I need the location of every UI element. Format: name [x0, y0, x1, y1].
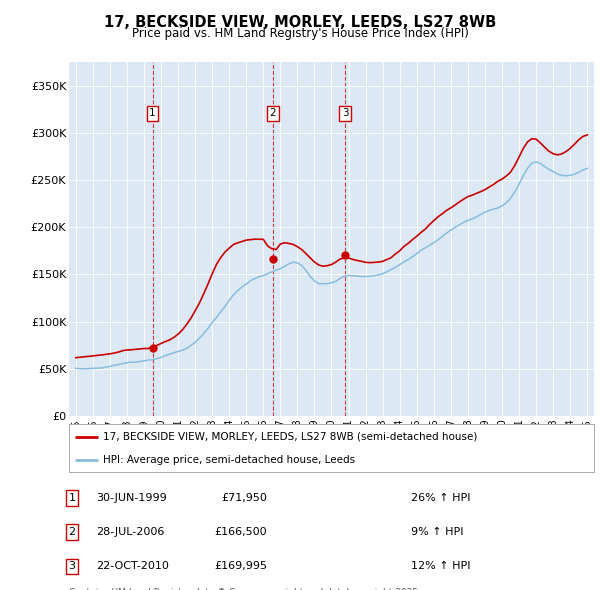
Text: 22-OCT-2010: 22-OCT-2010: [96, 562, 169, 571]
Text: £166,500: £166,500: [214, 527, 267, 537]
Text: 26% ↑ HPI: 26% ↑ HPI: [411, 493, 470, 503]
Text: 3: 3: [342, 109, 349, 118]
Text: £169,995: £169,995: [214, 562, 267, 571]
Text: 3: 3: [68, 562, 76, 571]
Text: Price paid vs. HM Land Registry's House Price Index (HPI): Price paid vs. HM Land Registry's House …: [131, 27, 469, 40]
Text: 2: 2: [270, 109, 277, 118]
Text: 1: 1: [149, 109, 156, 118]
Text: 28-JUL-2006: 28-JUL-2006: [96, 527, 164, 537]
Text: 1: 1: [68, 493, 76, 503]
Text: 9% ↑ HPI: 9% ↑ HPI: [411, 527, 464, 537]
Text: 12% ↑ HPI: 12% ↑ HPI: [411, 562, 470, 571]
Text: HPI: Average price, semi-detached house, Leeds: HPI: Average price, semi-detached house,…: [103, 455, 355, 465]
Text: 17, BECKSIDE VIEW, MORLEY, LEEDS, LS27 8WB: 17, BECKSIDE VIEW, MORLEY, LEEDS, LS27 8…: [104, 15, 496, 30]
Text: 30-JUN-1999: 30-JUN-1999: [96, 493, 167, 503]
Text: £71,950: £71,950: [221, 493, 267, 503]
Text: Contains HM Land Registry data © Crown copyright and database right 2025.
This d: Contains HM Land Registry data © Crown c…: [69, 588, 421, 590]
Text: 2: 2: [68, 527, 76, 537]
Text: 17, BECKSIDE VIEW, MORLEY, LEEDS, LS27 8WB (semi-detached house): 17, BECKSIDE VIEW, MORLEY, LEEDS, LS27 8…: [103, 432, 478, 442]
